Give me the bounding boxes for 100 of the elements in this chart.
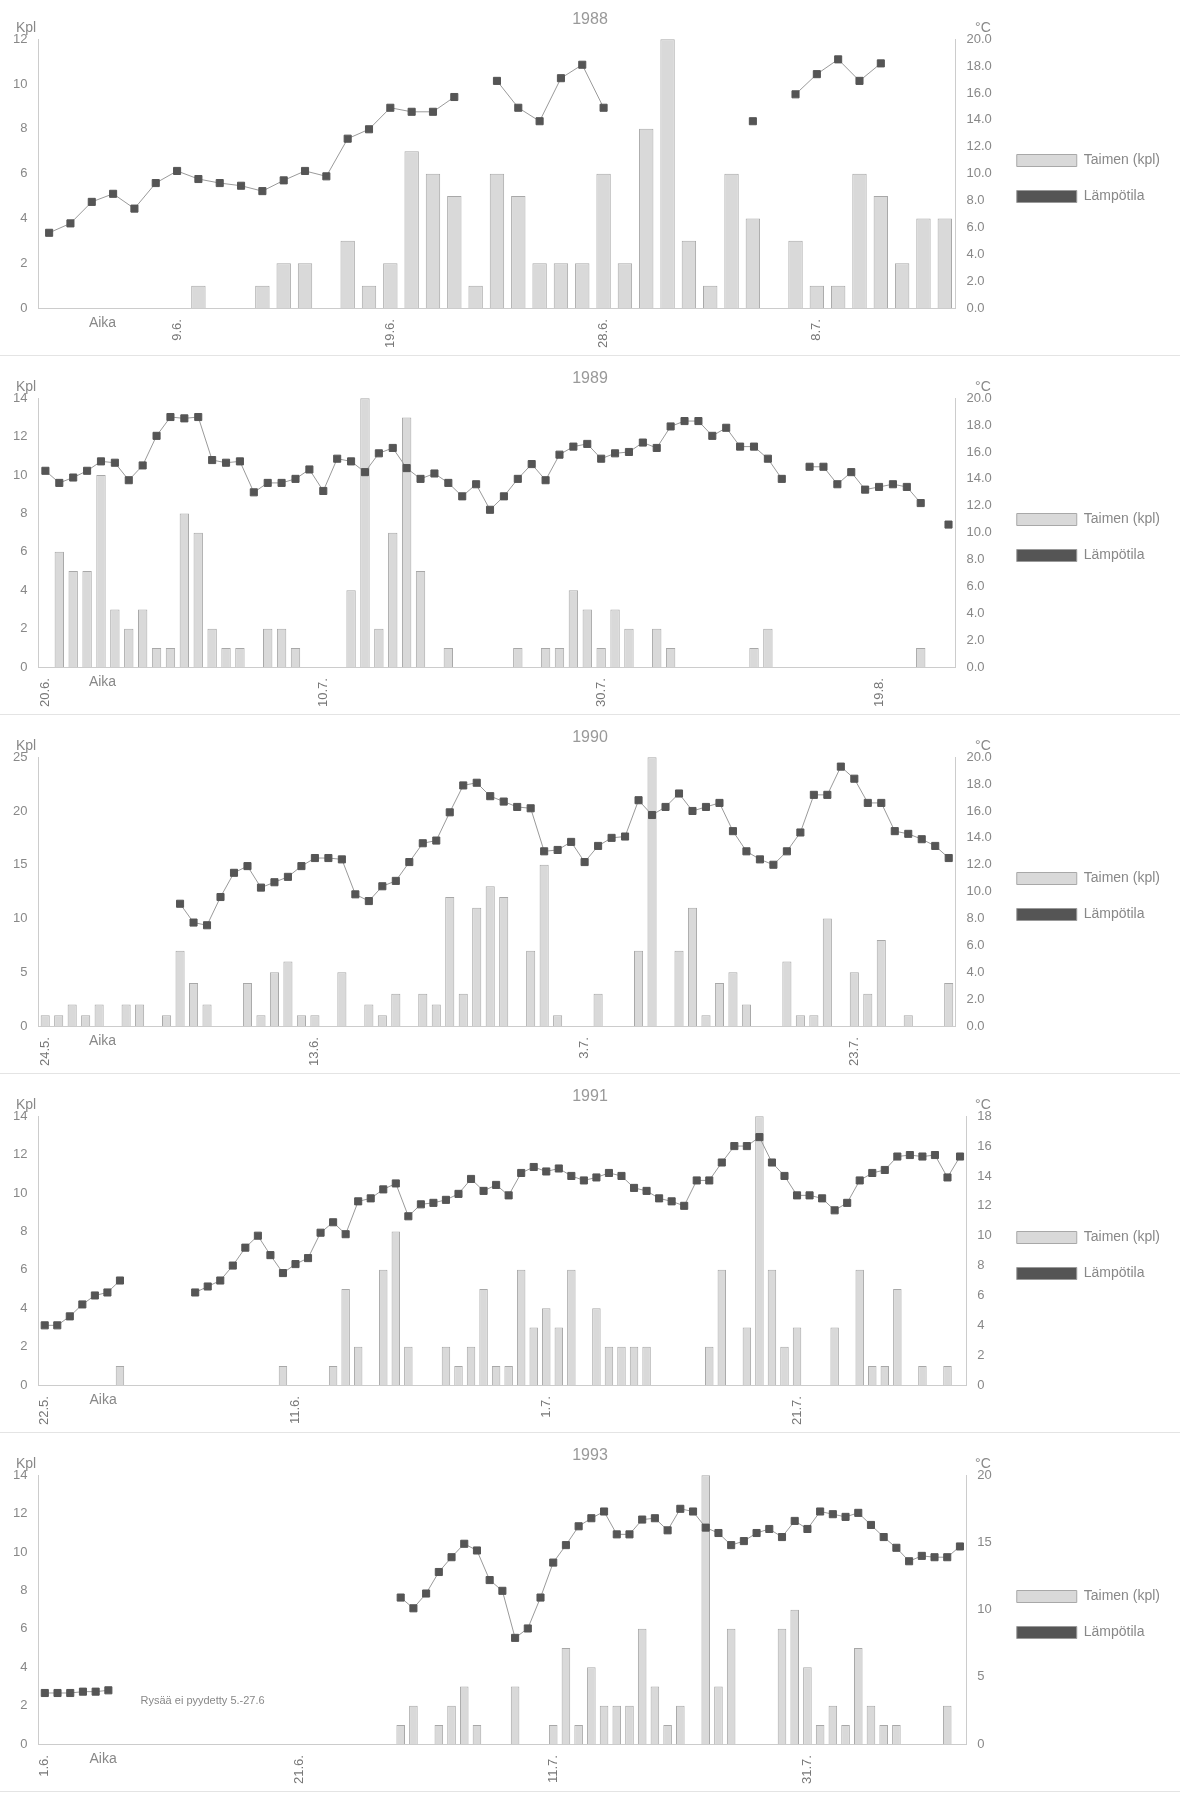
x-tick-label: 10.7.: [314, 678, 330, 708]
y-tick-label: 0: [20, 1017, 28, 1033]
y-tick-label: 0: [20, 658, 28, 674]
y-tick-label: 2: [20, 254, 28, 270]
point: [728, 827, 737, 836]
y-tick-label: 20: [12, 802, 28, 818]
point: [351, 890, 360, 899]
point: [567, 837, 576, 846]
point: [594, 841, 603, 850]
point: [917, 835, 926, 844]
y-tick-label: 6: [20, 543, 28, 559]
point: [650, 1514, 659, 1523]
point: [879, 1533, 888, 1542]
y-tick-label: 2: [20, 620, 28, 636]
legend-label: Lämpötila: [1083, 187, 1145, 204]
point: [701, 1523, 710, 1532]
x-tick-label: 9.6.: [168, 319, 184, 341]
point: [931, 841, 940, 850]
chart-title: 1991: [572, 1087, 608, 1105]
point: [612, 1530, 621, 1539]
point: [194, 174, 203, 184]
point: [450, 92, 459, 102]
point: [905, 1557, 914, 1566]
point: [45, 228, 54, 237]
y2-tick-label: 8: [977, 1257, 985, 1273]
point: [674, 789, 684, 798]
legend-label: Taimen (kpl): [1083, 1587, 1161, 1604]
x-tick-label: 11.6.: [287, 1396, 303, 1425]
point: [459, 781, 468, 790]
y-tick-label: 10: [12, 75, 28, 91]
point: [863, 798, 872, 807]
y-tick-label: 4: [20, 1658, 28, 1674]
point: [854, 1508, 863, 1517]
point: [828, 1510, 837, 1519]
y2-tick-label: 18.0: [966, 775, 992, 791]
point: [556, 74, 565, 83]
x-tick-label: 1.7.: [537, 1396, 553, 1418]
point: [648, 810, 657, 820]
point: [337, 855, 346, 864]
y2-tick-label: 5: [977, 1668, 985, 1684]
legend-label: Taimen (kpl): [1083, 869, 1161, 886]
y2-tick-label: 14.0: [966, 829, 992, 845]
point: [447, 1553, 456, 1562]
point: [243, 862, 252, 871]
point: [322, 172, 331, 181]
y2-tick-label: 6.0: [966, 219, 985, 234]
point: [256, 883, 265, 892]
point: [796, 828, 805, 837]
point: [53, 1688, 62, 1698]
point: [866, 1520, 876, 1529]
point: [599, 103, 608, 112]
point: [841, 1512, 850, 1521]
point: [930, 1553, 939, 1562]
y2-tick-label: 0.0: [966, 1017, 985, 1033]
point: [405, 858, 414, 867]
y2-tick-label: 12: [977, 1197, 992, 1213]
point: [587, 1514, 596, 1523]
y2-tick-label: 8.0: [966, 551, 985, 567]
point: [66, 1688, 75, 1698]
y2-tick-label: 16: [977, 1137, 992, 1153]
point: [472, 1546, 481, 1555]
point: [87, 197, 96, 206]
point: [422, 1589, 431, 1598]
point: [91, 1687, 100, 1696]
point: [638, 1515, 647, 1524]
y-tick-label: 0: [20, 299, 28, 315]
y2-tick-label: 12.0: [966, 497, 992, 513]
point: [782, 847, 791, 856]
point: [324, 854, 333, 863]
chart-title: 1988: [572, 10, 608, 28]
point: [300, 166, 310, 175]
y2-tick-label: 10.0: [966, 165, 992, 181]
point: [943, 1553, 952, 1562]
legend-label: Lämpötila: [1083, 1623, 1145, 1640]
x-tick-label: 24.5.: [36, 1037, 52, 1067]
legend-label: Taimen (kpl): [1083, 151, 1161, 168]
point: [279, 176, 288, 185]
point: [364, 125, 374, 134]
x-tick-label: 3.7.: [576, 1037, 592, 1059]
y2-tick-label: 14.0: [966, 111, 992, 127]
point: [237, 181, 246, 190]
legend-label: Taimen (kpl): [1083, 1228, 1161, 1245]
point: [917, 1551, 926, 1560]
x-tick-label: 28.6.: [595, 319, 611, 349]
point: [492, 76, 501, 85]
point: [742, 847, 751, 856]
point: [816, 1507, 825, 1516]
y-tick-label: 8: [20, 1582, 28, 1598]
point: [297, 862, 306, 871]
y2-tick-label: 10: [977, 1601, 992, 1617]
point: [727, 1541, 736, 1550]
point: [378, 882, 387, 891]
y-tick-label: 6: [20, 165, 28, 181]
point: [486, 792, 495, 801]
point: [343, 134, 352, 143]
y-tick-label: 15: [12, 856, 28, 872]
y2-tick-label: 2.0: [966, 272, 985, 288]
chart-title: 1990: [572, 728, 608, 746]
point: [877, 798, 886, 807]
point: [514, 103, 523, 112]
